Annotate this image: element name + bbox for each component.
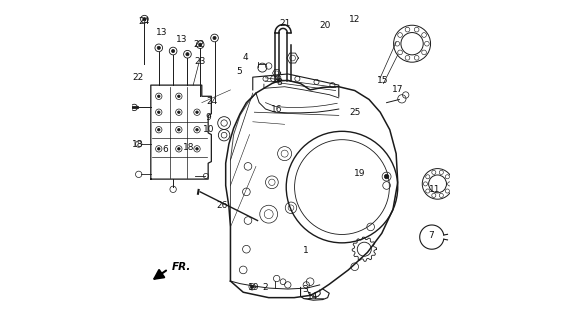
Text: 8: 8 bbox=[276, 78, 282, 87]
Text: 12: 12 bbox=[349, 15, 360, 24]
Circle shape bbox=[158, 111, 160, 114]
Text: 9: 9 bbox=[205, 114, 211, 123]
Circle shape bbox=[158, 148, 160, 150]
Text: 26: 26 bbox=[217, 201, 228, 210]
Circle shape bbox=[178, 111, 180, 114]
Text: 22: 22 bbox=[194, 40, 205, 49]
Text: 15: 15 bbox=[377, 76, 389, 85]
Circle shape bbox=[157, 46, 161, 50]
Text: 21: 21 bbox=[279, 19, 290, 28]
Text: 2: 2 bbox=[262, 283, 268, 292]
Text: 16: 16 bbox=[271, 106, 282, 115]
Text: 6: 6 bbox=[162, 145, 168, 154]
Circle shape bbox=[158, 95, 160, 98]
Text: 4: 4 bbox=[243, 53, 249, 62]
Text: 17: 17 bbox=[392, 85, 404, 94]
Text: 18: 18 bbox=[132, 140, 143, 149]
Circle shape bbox=[250, 285, 254, 288]
Text: 5: 5 bbox=[236, 67, 242, 76]
Text: 1: 1 bbox=[303, 246, 308, 255]
Circle shape bbox=[196, 128, 198, 131]
Circle shape bbox=[196, 111, 198, 114]
Text: 19: 19 bbox=[249, 283, 260, 292]
Text: 13: 13 bbox=[176, 36, 188, 44]
Text: 24: 24 bbox=[207, 97, 218, 106]
Circle shape bbox=[143, 18, 146, 21]
Text: FR.: FR. bbox=[172, 262, 191, 272]
Text: 19: 19 bbox=[354, 169, 365, 178]
Circle shape bbox=[172, 50, 175, 52]
Text: 25: 25 bbox=[349, 108, 360, 117]
Circle shape bbox=[213, 36, 216, 40]
Text: 7: 7 bbox=[428, 231, 434, 240]
Circle shape bbox=[158, 128, 160, 131]
Circle shape bbox=[178, 148, 180, 150]
Text: 24: 24 bbox=[138, 17, 150, 26]
Text: 14: 14 bbox=[307, 292, 318, 300]
Text: 11: 11 bbox=[430, 185, 441, 194]
Circle shape bbox=[186, 52, 189, 56]
Text: 20: 20 bbox=[320, 21, 331, 30]
Text: 23: 23 bbox=[194, 57, 205, 66]
Text: 3: 3 bbox=[303, 285, 308, 294]
Text: 22: 22 bbox=[133, 73, 144, 82]
Circle shape bbox=[384, 174, 389, 179]
Circle shape bbox=[178, 128, 180, 131]
Circle shape bbox=[178, 95, 180, 98]
Circle shape bbox=[198, 43, 202, 46]
Text: 13: 13 bbox=[155, 28, 167, 37]
Text: 10: 10 bbox=[203, 125, 215, 134]
Circle shape bbox=[196, 148, 198, 150]
Text: 18: 18 bbox=[183, 143, 194, 152]
